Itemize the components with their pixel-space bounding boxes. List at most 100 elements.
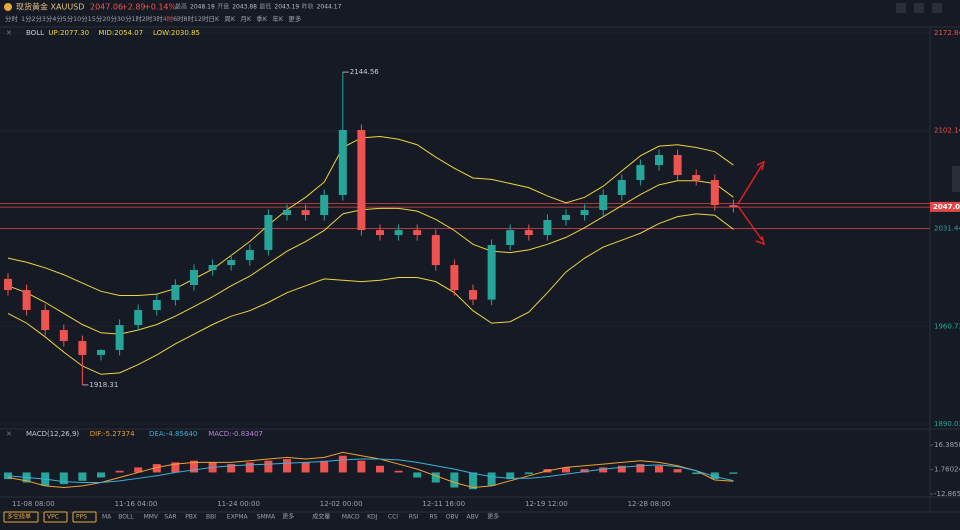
macd-bar bbox=[580, 469, 589, 473]
candle-body bbox=[431, 235, 440, 266]
indicator[interactable]: OBV bbox=[446, 514, 460, 521]
macd-bar bbox=[301, 462, 310, 473]
x-tick-label: 12-19 12:00 bbox=[525, 500, 568, 508]
timeframe[interactable]: 3时 bbox=[152, 14, 163, 23]
candle-body bbox=[208, 265, 217, 271]
y-tick-label: 2031.44 bbox=[934, 224, 960, 232]
x-tick-label: 11-08 08:00 bbox=[12, 500, 55, 508]
bottom-button[interactable] bbox=[72, 511, 97, 523]
y2-tick-label: 16.38589 bbox=[934, 441, 960, 449]
timeframe[interactable]: 1分 bbox=[21, 14, 32, 23]
tool-button[interactable] bbox=[932, 3, 942, 13]
candle-body bbox=[245, 249, 254, 261]
macd-bar bbox=[376, 465, 384, 473]
y-tick-label: 2102.14 bbox=[934, 127, 960, 135]
candle-body bbox=[394, 230, 403, 236]
timeframe[interactable]: 分时 bbox=[5, 14, 19, 23]
macd-bar bbox=[413, 472, 422, 478]
indicator[interactable]: 成交量 bbox=[312, 513, 330, 521]
indicator[interactable]: EXPMA bbox=[227, 514, 249, 521]
candle-body bbox=[301, 210, 310, 215]
macd-bar bbox=[524, 472, 533, 475]
indicator[interactable]: MMV bbox=[144, 514, 159, 521]
timeframe[interactable]: 5分 bbox=[63, 14, 74, 23]
indicator[interactable]: ABV bbox=[467, 514, 480, 521]
symbol[interactable]: 现货黄金 XAUUSD bbox=[16, 2, 84, 12]
stat: 最高 bbox=[175, 3, 187, 11]
macd-bar bbox=[710, 472, 719, 480]
candle-body bbox=[338, 129, 347, 195]
indicator[interactable]: BOLL bbox=[118, 514, 134, 521]
timeframe[interactable]: 4分 bbox=[52, 14, 63, 23]
macd-bar bbox=[97, 472, 105, 478]
indicator[interactable]: CCI bbox=[388, 514, 398, 521]
timeframe[interactable]: 6时 bbox=[173, 14, 184, 23]
timeframe[interactable]: 2时 bbox=[142, 14, 153, 23]
candle-body bbox=[636, 165, 645, 181]
y2-tick-label: 1.76024 bbox=[934, 466, 960, 474]
timeframe[interactable]: 10分 bbox=[73, 14, 88, 23]
change: +2.89 bbox=[121, 3, 146, 12]
tool-button[interactable] bbox=[914, 3, 924, 13]
price: 2047.06 bbox=[90, 3, 123, 12]
macd-bar bbox=[469, 472, 477, 490]
bottom-button[interactable] bbox=[43, 511, 68, 523]
timeframe[interactable]: 15分 bbox=[88, 14, 103, 23]
timeframe[interactable]: 4时 bbox=[163, 14, 174, 23]
macd-bar bbox=[264, 460, 273, 473]
annotation: 1918.31 bbox=[89, 381, 118, 389]
timeframe[interactable]: 季K bbox=[256, 14, 268, 23]
candle-body bbox=[524, 230, 533, 236]
change-pct: +0.14% bbox=[144, 3, 177, 12]
bottom-button[interactable] bbox=[3, 511, 39, 523]
timeframe[interactable]: 30分 bbox=[117, 14, 132, 23]
close-icon: ✕ bbox=[6, 29, 12, 37]
timeframe[interactable]: 年K bbox=[272, 14, 284, 23]
macd-bar bbox=[171, 462, 180, 473]
indicator[interactable]: RS bbox=[430, 514, 438, 521]
timeframe[interactable]: 12时 bbox=[194, 14, 209, 23]
timeframe[interactable]: 日K bbox=[208, 15, 220, 23]
timeframe[interactable]: 1时 bbox=[131, 14, 142, 23]
macd-bar bbox=[134, 467, 143, 473]
boll-up bbox=[7, 135, 734, 296]
x-tick-label: 12-11 16:00 bbox=[422, 500, 465, 508]
timeframe[interactable]: 周K bbox=[224, 15, 236, 23]
candle-body bbox=[171, 284, 180, 301]
macd-bar bbox=[506, 472, 515, 480]
indicator[interactable]: RSI bbox=[409, 514, 419, 521]
indicator[interactable]: MA bbox=[102, 514, 112, 521]
side-toggle[interactable] bbox=[952, 166, 960, 192]
indicator[interactable]: MACD bbox=[342, 514, 360, 521]
candle-body bbox=[450, 265, 459, 291]
stat: 开盘 bbox=[217, 3, 229, 11]
timeframe[interactable]: 3分 bbox=[42, 14, 53, 23]
candle-body bbox=[115, 325, 124, 350]
indicator[interactable]: BBI bbox=[206, 514, 216, 521]
indicator[interactable]: SMMA bbox=[257, 514, 276, 521]
y-tick-label: 2172.84 bbox=[934, 29, 960, 37]
timeframe[interactable]: 更多 bbox=[288, 14, 302, 23]
indicator[interactable]: SAR bbox=[164, 514, 176, 521]
candle-body bbox=[22, 290, 31, 310]
macd-dif bbox=[7, 451, 734, 489]
timeframe[interactable]: 月K bbox=[240, 15, 252, 23]
indicator[interactable]: 更多 bbox=[282, 513, 294, 521]
candle-body bbox=[487, 245, 496, 300]
timeframe[interactable]: 20分 bbox=[102, 14, 117, 23]
macd-bar bbox=[599, 467, 608, 473]
indicator[interactable]: PBX bbox=[185, 514, 197, 521]
timeframe[interactable]: 8时 bbox=[183, 14, 194, 23]
macd-bar bbox=[357, 460, 366, 473]
indicator[interactable]: 更多 bbox=[487, 513, 499, 521]
timeframe[interactable]: 2分 bbox=[31, 14, 42, 23]
y-tick-label: 1890.03 bbox=[934, 420, 960, 428]
indicator[interactable]: KDJ bbox=[367, 514, 378, 521]
y2-tick-label: -12.8654 bbox=[934, 490, 960, 498]
macd-bar bbox=[78, 472, 87, 481]
macd-bar bbox=[617, 465, 626, 473]
candle-body bbox=[4, 278, 12, 291]
boll-legend: UP:2077.30 bbox=[48, 29, 89, 37]
tool-button[interactable] bbox=[896, 3, 906, 13]
macd-legend: MACD(12,26,9) bbox=[26, 430, 79, 438]
